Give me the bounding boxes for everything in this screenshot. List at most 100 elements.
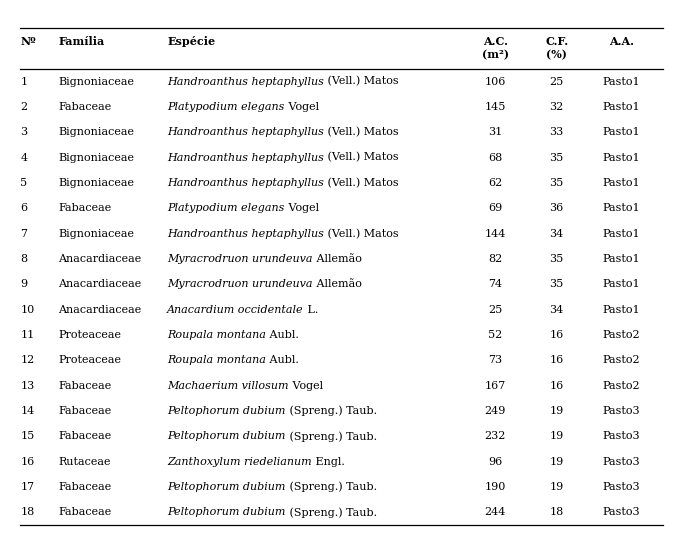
Text: 244: 244 [484, 507, 506, 517]
Text: Engl.: Engl. [312, 457, 345, 467]
Text: 16: 16 [20, 457, 35, 467]
Text: Fabaceae: Fabaceae [58, 203, 111, 213]
Text: Pasto3: Pasto3 [602, 507, 641, 517]
Text: 144: 144 [484, 229, 506, 239]
Text: 16: 16 [550, 330, 563, 340]
Text: Bignoniaceae: Bignoniaceae [58, 229, 134, 239]
Text: A.A.: A.A. [609, 36, 634, 47]
Text: 13: 13 [20, 381, 35, 391]
Text: 18: 18 [550, 507, 563, 517]
Text: 17: 17 [20, 482, 35, 492]
Text: Vogel: Vogel [285, 102, 319, 112]
Text: A.C.: A.C. [483, 36, 507, 47]
Text: 8: 8 [20, 254, 27, 264]
Text: Pasto1: Pasto1 [602, 203, 641, 213]
Text: 34: 34 [550, 229, 563, 239]
Text: Pasto1: Pasto1 [602, 102, 641, 112]
Text: 12: 12 [20, 355, 35, 365]
Text: 232: 232 [484, 431, 506, 441]
Text: Handroanthus heptaphyllus: Handroanthus heptaphyllus [167, 229, 324, 239]
Text: C.F.: C.F. [545, 36, 568, 47]
Text: 19: 19 [550, 482, 563, 492]
Text: Anacardiaceae: Anacardiaceae [58, 279, 141, 289]
Text: Peltophorum dubium: Peltophorum dubium [167, 507, 285, 517]
Text: Proteaceae: Proteaceae [58, 330, 121, 340]
Text: Nº: Nº [20, 36, 36, 47]
Text: Fabaceae: Fabaceae [58, 102, 111, 112]
Text: 35: 35 [550, 153, 563, 163]
Text: Pasto2: Pasto2 [602, 381, 641, 391]
Text: 36: 36 [550, 203, 563, 213]
Text: 190: 190 [484, 482, 506, 492]
Text: 106: 106 [484, 77, 506, 87]
Text: Pasto1: Pasto1 [602, 77, 641, 87]
Text: 68: 68 [488, 153, 502, 163]
Text: Proteaceae: Proteaceae [58, 355, 121, 365]
Text: 73: 73 [488, 355, 502, 365]
Text: Myracrodruon urundeuva: Myracrodruon urundeuva [167, 254, 313, 264]
Text: 35: 35 [550, 254, 563, 264]
Text: Fabaceae: Fabaceae [58, 406, 111, 416]
Text: Fabaceae: Fabaceae [58, 431, 111, 441]
Text: 249: 249 [484, 406, 506, 416]
Text: Pasto1: Pasto1 [602, 178, 641, 188]
Text: 16: 16 [550, 381, 563, 391]
Text: 9: 9 [20, 279, 27, 289]
Text: Machaerium villosum: Machaerium villosum [167, 381, 289, 391]
Text: Platypodium elegans: Platypodium elegans [167, 102, 285, 112]
Text: 2: 2 [20, 102, 27, 112]
Text: Roupala montana: Roupala montana [167, 330, 266, 340]
Text: Vogel: Vogel [285, 203, 319, 213]
Text: 4: 4 [20, 153, 27, 163]
Text: Pasto1: Pasto1 [602, 229, 641, 239]
Text: Bignoniaceae: Bignoniaceae [58, 153, 134, 163]
Text: Pasto1: Pasto1 [602, 127, 641, 137]
Text: 96: 96 [488, 457, 502, 467]
Text: (Spreng.) Taub.: (Spreng.) Taub. [285, 482, 377, 493]
Text: Família: Família [58, 36, 104, 47]
Text: 19: 19 [550, 406, 563, 416]
Text: (Vell.) Matos: (Vell.) Matos [324, 178, 399, 188]
Text: Anacardiaceae: Anacardiaceae [58, 305, 141, 315]
Text: (Vell.) Matos: (Vell.) Matos [324, 229, 399, 239]
Text: 145: 145 [484, 102, 506, 112]
Text: Fabaceae: Fabaceae [58, 381, 111, 391]
Text: 25: 25 [550, 77, 563, 87]
Text: Pasto2: Pasto2 [602, 330, 641, 340]
Text: 69: 69 [488, 203, 502, 213]
Text: Anacardiaceae: Anacardiaceae [58, 254, 141, 264]
Text: (%): (%) [546, 50, 567, 61]
Text: 15: 15 [20, 431, 35, 441]
Text: Vogel: Vogel [289, 381, 323, 391]
Text: Pasto1: Pasto1 [602, 153, 641, 163]
Text: Bignoniaceae: Bignoniaceae [58, 178, 134, 188]
Text: Platypodium elegans: Platypodium elegans [167, 203, 285, 213]
Text: 62: 62 [488, 178, 502, 188]
Text: 16: 16 [550, 355, 563, 365]
Text: (Spreng.) Taub.: (Spreng.) Taub. [285, 507, 377, 518]
Text: Handroanthus heptaphyllus: Handroanthus heptaphyllus [167, 127, 324, 137]
Text: Pasto3: Pasto3 [602, 457, 641, 467]
Text: 5: 5 [20, 178, 27, 188]
Text: 10: 10 [20, 305, 35, 315]
Text: Espécie: Espécie [167, 36, 215, 47]
Text: Pasto3: Pasto3 [602, 482, 641, 492]
Text: Roupala montana: Roupala montana [167, 355, 266, 365]
Text: Pasto1: Pasto1 [602, 279, 641, 289]
Text: 19: 19 [550, 457, 563, 467]
Text: 33: 33 [550, 127, 563, 137]
Text: 82: 82 [488, 254, 502, 264]
Text: 19: 19 [550, 431, 563, 441]
Text: Myracrodruon urundeuva: Myracrodruon urundeuva [167, 279, 313, 289]
Text: 74: 74 [488, 279, 502, 289]
Text: 32: 32 [550, 102, 563, 112]
Text: 3: 3 [20, 127, 27, 137]
Text: 35: 35 [550, 279, 563, 289]
Text: 7: 7 [20, 229, 27, 239]
Text: Pasto3: Pasto3 [602, 431, 641, 441]
Text: Handroanthus heptaphyllus: Handroanthus heptaphyllus [167, 178, 324, 188]
Text: 11: 11 [20, 330, 35, 340]
Text: (Vell.) Matos: (Vell.) Matos [324, 77, 399, 87]
Text: 25: 25 [488, 305, 502, 315]
Text: Zanthoxylum riedelianum: Zanthoxylum riedelianum [167, 457, 312, 467]
